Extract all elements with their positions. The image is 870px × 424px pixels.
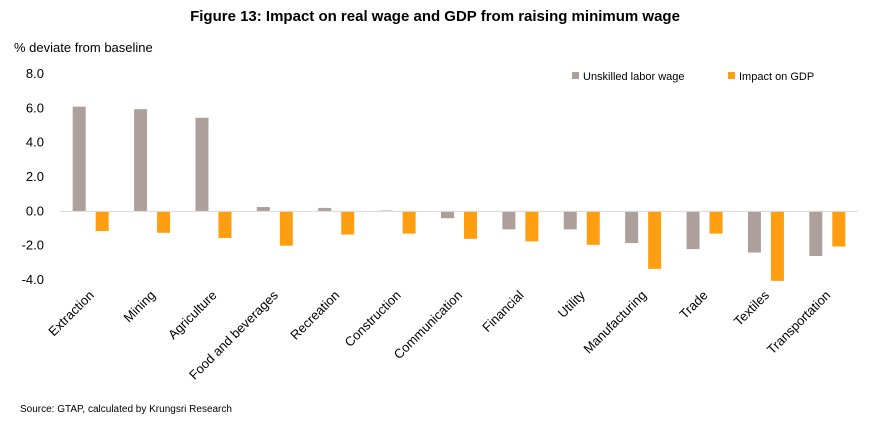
category-label: Mining <box>121 288 159 326</box>
bar-unskilled-labor-wage <box>686 211 700 250</box>
y-tick-label: 4.0 <box>26 135 44 150</box>
bar-unskilled-labor-wage <box>809 211 823 256</box>
legend-label: Unskilled labor wage <box>583 71 685 83</box>
legend-swatch <box>572 72 579 79</box>
bar-impact-on-gdp <box>832 211 846 247</box>
bar-unskilled-labor-wage <box>134 109 148 212</box>
bar-impact-on-gdp <box>341 211 355 235</box>
legend-label: Impact on GDP <box>739 71 814 83</box>
category-label: Construction <box>342 288 404 350</box>
bar-unskilled-labor-wage <box>72 106 86 212</box>
bar-impact-on-gdp <box>709 211 723 234</box>
source-note: Source: GTAP, calculated by Krungsri Res… <box>20 404 232 415</box>
bar-impact-on-gdp <box>402 211 416 234</box>
bar-impact-on-gdp <box>464 211 477 239</box>
category-label: Manufacturing <box>580 288 649 357</box>
bar-impact-on-gdp <box>95 211 109 232</box>
y-tick-label: 0.0 <box>26 203 44 218</box>
bar-unskilled-labor-wage <box>747 211 761 253</box>
bar-unskilled-labor-wage <box>318 207 332 212</box>
bar-impact-on-gdp <box>525 211 539 242</box>
bar-impact-on-gdp <box>648 211 662 269</box>
bars <box>72 106 846 281</box>
category-label: Transportation <box>764 288 834 358</box>
legend-swatch <box>728 72 735 79</box>
y-tick-label: 8.0 <box>26 66 44 81</box>
category-label: Recreation <box>287 288 342 343</box>
y-tick-label: 6.0 <box>26 100 44 115</box>
category-label: Trade <box>676 288 710 322</box>
bar-impact-on-gdp <box>279 211 293 246</box>
y-tick-label: 2.0 <box>26 169 44 184</box>
bar-unskilled-labor-wage <box>563 211 577 230</box>
category-label: Textiles <box>731 287 773 329</box>
category-label: Extraction <box>45 288 96 339</box>
y-axis-label: % deviate from baseline <box>14 40 153 55</box>
bar-unskilled-labor-wage <box>502 211 516 230</box>
bar-impact-on-gdp <box>770 211 784 281</box>
legend: Unskilled labor wage Impact on GDP <box>572 71 814 83</box>
y-tick-label: -2.0 <box>22 238 44 253</box>
bar-impact-on-gdp <box>157 211 171 233</box>
category-label: Utility <box>555 287 588 320</box>
bar-impact-on-gdp <box>218 211 232 238</box>
category-label: Financial <box>479 287 526 334</box>
y-tick-label: -4.0 <box>22 272 44 287</box>
bar-unskilled-labor-wage <box>441 211 454 219</box>
bar-unskilled-labor-wage <box>625 211 639 244</box>
y-axis-ticks: -4.0 -2.0 0.0 2.0 4.0 6.0 8.0 <box>22 66 44 287</box>
chart-title: Figure 13: Impact on real wage and GDP f… <box>190 8 680 25</box>
bar-unskilled-labor-wage <box>195 117 209 212</box>
category-label: Agriculture <box>165 288 220 343</box>
bar-impact-on-gdp <box>586 211 600 245</box>
bar-unskilled-labor-wage <box>256 207 270 212</box>
